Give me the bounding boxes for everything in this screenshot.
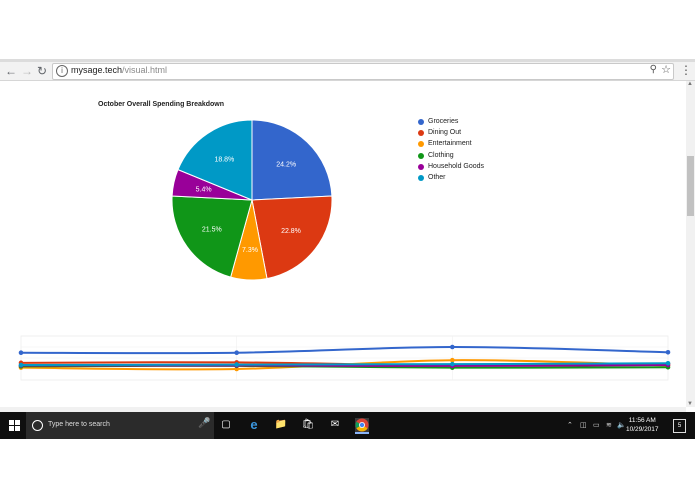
chrome-icon[interactable] bbox=[355, 418, 369, 434]
line-point[interactable] bbox=[234, 350, 239, 356]
scrollbar-thumb[interactable] bbox=[687, 156, 694, 216]
url-host: mysage.tech bbox=[71, 65, 123, 75]
legend-label: Entertainment bbox=[428, 140, 472, 148]
store-icon[interactable]: 🛍 bbox=[301, 419, 315, 430]
legend-label: Groceries bbox=[428, 118, 459, 125]
legend-swatch bbox=[418, 152, 424, 159]
browser-toolbar: ← → ↻ i mysage.tech/visual.html ⚲ ☆ bbox=[0, 62, 695, 81]
line-point[interactable] bbox=[450, 344, 455, 350]
line-point[interactable] bbox=[234, 362, 239, 367]
edge-icon[interactable]: e bbox=[250, 417, 258, 432]
cortana-icon[interactable] bbox=[32, 420, 43, 431]
pie-chart: 24.2% 22.8% 7.3% 21.5% 5.4% 18.8% bbox=[171, 119, 333, 281]
line-point[interactable] bbox=[450, 357, 455, 363]
pie-slice-label: 18.8% bbox=[214, 156, 234, 163]
network-icon[interactable]: ◫ bbox=[580, 422, 587, 429]
magnifier-icon[interactable]: ⚲ bbox=[649, 64, 657, 75]
address-bar[interactable]: i mysage.tech/visual.html ⚲ ☆ bbox=[52, 63, 674, 80]
windows-start-icon[interactable] bbox=[9, 420, 20, 431]
system-clock[interactable]: 11:56 AM 10/29/2017 bbox=[626, 416, 659, 434]
vertical-scrollbar[interactable]: ▲ ▼ bbox=[686, 81, 695, 407]
legend-swatch bbox=[418, 141, 424, 148]
info-icon[interactable]: i bbox=[56, 65, 68, 77]
volume-icon[interactable]: 🔈 bbox=[617, 422, 626, 429]
scroll-down-icon[interactable]: ▼ bbox=[687, 401, 693, 407]
charts-canvas: 24.2% 22.8% 7.3% 21.5% 5.4% 18.8% bbox=[18, 119, 671, 381]
mail-icon[interactable]: ✉ bbox=[330, 419, 340, 430]
notification-center-icon[interactable]: 5 bbox=[673, 419, 686, 433]
wifi-icon[interactable]: ≋ bbox=[606, 422, 612, 429]
task-view-icon[interactable]: ▢ bbox=[221, 419, 231, 430]
pie-slice-clothing[interactable] bbox=[171, 195, 253, 278]
taskbar-search-box[interactable]: Type here to search 🎤 bbox=[26, 412, 214, 439]
pie-slice-label: 21.5% bbox=[202, 227, 222, 234]
legend-label: Clothing bbox=[428, 151, 454, 159]
clock-time: 11:56 AM bbox=[628, 417, 656, 424]
legend-swatch bbox=[418, 119, 424, 125]
legend-label: Dining Out bbox=[428, 129, 462, 137]
url-path: /visual.html bbox=[122, 65, 168, 75]
search-placeholder: Type here to search bbox=[48, 421, 110, 428]
line-point[interactable] bbox=[665, 349, 671, 355]
line-series-5[interactable] bbox=[20, 362, 669, 367]
notification-count: 5 bbox=[677, 423, 682, 429]
line-chart bbox=[18, 335, 671, 381]
pie-slice-label: 24.2% bbox=[276, 162, 296, 169]
tray-chevron-icon[interactable]: ⌃ bbox=[567, 422, 573, 429]
clock-date: 10/29/2017 bbox=[626, 426, 659, 433]
back-icon[interactable]: ← bbox=[5, 64, 17, 78]
forward-icon[interactable]: → bbox=[21, 64, 33, 78]
microphone-icon[interactable]: 🎤 bbox=[198, 418, 211, 429]
line-point[interactable] bbox=[665, 360, 671, 366]
legend-swatch bbox=[418, 163, 424, 170]
pie-slice-label: 7.3% bbox=[242, 247, 258, 254]
scroll-up-icon[interactable]: ▲ bbox=[687, 81, 693, 87]
line-series-0[interactable] bbox=[20, 345, 669, 355]
legend-label: Household Goods bbox=[428, 162, 485, 170]
legend-label: Other bbox=[428, 173, 446, 181]
kebab-menu-icon[interactable]: ⋮ bbox=[680, 63, 692, 77]
battery-icon[interactable]: ▭ bbox=[593, 422, 600, 429]
pie-slice-label: 5.4% bbox=[196, 187, 212, 194]
pie-slice-other[interactable] bbox=[177, 119, 253, 201]
pie-chart-title: October Overall Spending Breakdown bbox=[98, 101, 225, 108]
star-icon[interactable]: ☆ bbox=[661, 64, 671, 76]
legend-swatch bbox=[418, 174, 424, 181]
horizontal-scrollbar[interactable] bbox=[0, 407, 686, 412]
line-point[interactable] bbox=[18, 362, 24, 368]
pie-slice-groceries[interactable] bbox=[251, 119, 333, 201]
line-point[interactable] bbox=[450, 361, 455, 367]
legend-swatch bbox=[418, 130, 424, 137]
pie-slice-dining-out[interactable] bbox=[251, 195, 333, 280]
url-text[interactable]: mysage.tech/visual.html bbox=[71, 65, 167, 75]
line-point[interactable] bbox=[18, 350, 24, 356]
pie-slice-label: 22.8% bbox=[281, 228, 301, 235]
browser-tab-strip bbox=[0, 59, 695, 62]
reload-icon[interactable]: ↻ bbox=[36, 64, 48, 78]
windows-taskbar: Type here to search 🎤 ▢ e 📁 🛍 ✉ ⌃ ◫ ▭ ≋ … bbox=[0, 412, 695, 439]
file-explorer-icon[interactable]: 📁 bbox=[274, 419, 288, 430]
